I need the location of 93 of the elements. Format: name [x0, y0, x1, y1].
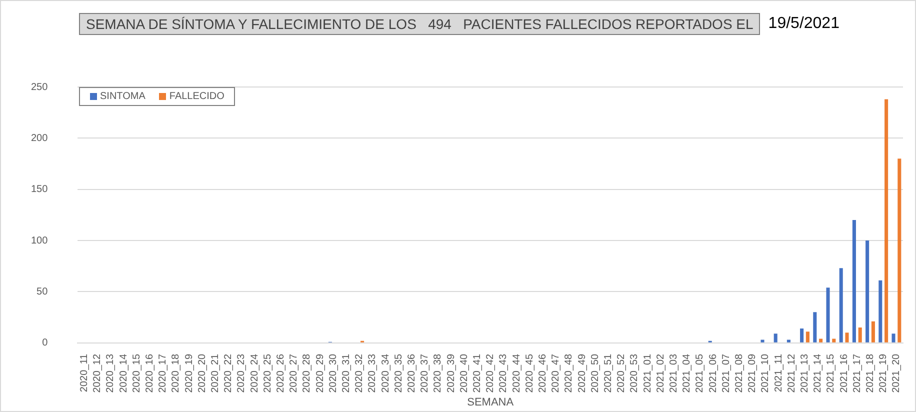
- x-tick-label: 2021_06: [708, 353, 719, 393]
- x-tick-label: 2020_26: [275, 353, 286, 393]
- x-tick-label: 2020_35: [393, 353, 404, 393]
- x-tick-label: 2020_40: [458, 353, 470, 393]
- bar: [878, 280, 882, 342]
- bar: [774, 334, 778, 342]
- x-tick-label: 2020_17: [158, 353, 169, 393]
- x-tick-label: 2020_39: [446, 353, 457, 393]
- bar: [826, 288, 830, 342]
- x-tick-label: 2020_43: [498, 353, 510, 393]
- bar: [786, 340, 790, 342]
- chart-subtitle: 19/5/2021: [768, 15, 840, 33]
- bar: [760, 340, 764, 342]
- bar: [898, 158, 902, 342]
- x-tick-label: 2021_11: [773, 353, 784, 392]
- x-tick-label: 2020_41: [472, 353, 483, 393]
- x-tick-label: 2020_13: [105, 353, 116, 393]
- x-tick-label: 2021_09: [747, 353, 758, 393]
- y-tick-label: 0: [42, 338, 48, 349]
- x-tick-label: 2020_44: [511, 353, 522, 393]
- y-tick-label: 100: [30, 235, 48, 246]
- x-tick-label: 2020_37: [420, 353, 431, 393]
- bar: [806, 332, 810, 342]
- y-tick-label: 250: [30, 82, 48, 93]
- x-tick-label: 2021_05: [694, 353, 706, 393]
- x-tick-label: 2020_24: [249, 353, 260, 393]
- x-tick-label: 2020_45: [524, 353, 536, 393]
- x-tick-label: 2021_20: [891, 353, 902, 393]
- x-tick-label: 2020_15: [131, 353, 142, 393]
- x-tick-label: 2020_22: [223, 353, 234, 393]
- x-tick-label: 2020_30: [328, 353, 339, 393]
- x-tick-label: 2020_18: [170, 353, 182, 393]
- x-tick-label: 2020_47: [550, 353, 562, 393]
- x-tick-label: 2021_10: [760, 353, 772, 393]
- bar: [819, 338, 823, 342]
- x-tick-label: 2021_15: [826, 353, 837, 393]
- x-tick-label: 2020_34: [380, 353, 392, 393]
- x-tick-label: 2020_31: [340, 353, 352, 393]
- x-tick-label: 2020_38: [432, 353, 444, 393]
- x-tick-label: 2020_27: [288, 353, 300, 393]
- x-tick-label: 2021_16: [838, 353, 850, 393]
- x-tick-label: 2020_33: [367, 353, 378, 393]
- x-tick-label: 2021_04: [682, 353, 693, 393]
- x-tick-label: 2020_50: [590, 353, 601, 393]
- x-tick-label: 2020_53: [629, 353, 640, 393]
- x-tick-label: 2020_29: [314, 353, 326, 393]
- bar: [852, 220, 856, 342]
- x-tick-label: 2020_51: [602, 353, 614, 393]
- x-tick-label: 2020_16: [144, 353, 156, 393]
- x-tick-label: 2020_21: [210, 353, 221, 393]
- x-tick-label: 2020_12: [92, 353, 104, 393]
- x-tick-label: 2020_19: [184, 353, 195, 393]
- x-tick-label: 2020_28: [302, 353, 313, 393]
- x-tick-label: 2021_07: [720, 353, 732, 393]
- x-tick-label: 2020_32: [354, 353, 366, 393]
- legend-label: FALLECIDO: [169, 91, 224, 102]
- bar: [839, 268, 843, 342]
- x-tick-label: 2020_25: [262, 353, 274, 393]
- x-tick-label: 2020_49: [576, 353, 588, 393]
- bar: [813, 312, 817, 342]
- bar: [871, 321, 875, 342]
- x-tick-label: 2020_42: [485, 353, 496, 393]
- bar: [845, 332, 849, 342]
- x-tick-label: 2020_52: [616, 353, 628, 393]
- bar: [800, 328, 804, 342]
- x-tick-label: 2021_03: [668, 353, 680, 393]
- bar: [858, 328, 862, 342]
- bar: [884, 99, 888, 342]
- x-tick-label: 2021_19: [878, 353, 890, 393]
- x-tick-label: 2020_46: [537, 353, 548, 393]
- x-tick-label: 2021_08: [734, 353, 745, 393]
- x-tick-label: 2021_12: [786, 353, 798, 393]
- x-tick-label: 2020_23: [236, 353, 248, 393]
- legend-label: SINTOMA: [100, 91, 146, 102]
- x-tick-label: 2021_02: [655, 353, 666, 393]
- y-tick-label: 200: [30, 132, 48, 144]
- x-tick-label: 2020_36: [406, 353, 418, 393]
- bar: [832, 338, 836, 342]
- x-tick-label: 2021_14: [812, 353, 824, 393]
- x-tick-label: 2020_14: [118, 353, 130, 393]
- y-tick-label: 150: [30, 184, 48, 196]
- x-tick-label: 2021_18: [865, 353, 876, 393]
- bar: [866, 240, 870, 342]
- chart-title: SEMANA DE SÍNTOMA Y FALLECIMIENTO DE LOS 494 PACIENTES FALLECIDOS REPORTADOS EL: [79, 13, 760, 35]
- x-tick-label: 2021_01: [642, 353, 654, 393]
- x-tick-label: 2020_20: [196, 353, 208, 393]
- x-axis-title: SEMANA: [467, 396, 514, 408]
- x-tick-label: 2021_13: [800, 353, 810, 393]
- x-tick-label: 2020_48: [564, 353, 575, 393]
- x-tick-label: 2020_11: [78, 353, 90, 392]
- x-tick-label: 2021_17: [852, 353, 863, 393]
- bar: [892, 334, 896, 342]
- y-tick-label: 50: [36, 286, 48, 298]
